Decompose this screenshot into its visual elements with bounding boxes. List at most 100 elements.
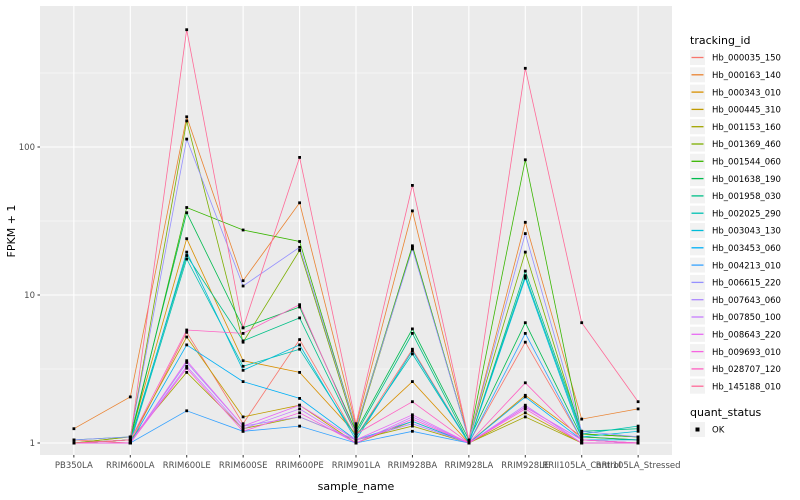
- data-point: [636, 400, 640, 404]
- data-point: [523, 381, 527, 385]
- legend-item-Hb_001544_060: Hb_001544_060: [690, 153, 781, 169]
- legend-item-label: Hb_000445_310: [712, 106, 781, 116]
- data-point: [411, 422, 414, 426]
- legend-title-quant-status: quant_status: [690, 406, 762, 419]
- data-point: [523, 405, 527, 409]
- legend-item-Hb_000035_150: Hb_000035_150: [690, 50, 781, 65]
- data-point: [298, 371, 301, 374]
- data-point: [72, 438, 76, 442]
- x-axis-title: sample_name: [318, 480, 395, 493]
- legend-item-label: Hb_008643_220: [712, 331, 781, 341]
- data-point: [241, 364, 245, 368]
- x-tick-label: RRIM928LA: [445, 461, 494, 471]
- data-point: [411, 415, 414, 419]
- x-tick-label: RRIM901LA: [332, 461, 381, 471]
- data-point: [298, 303, 301, 307]
- data-point: [523, 276, 527, 280]
- legend-item-label: Hb_000163_140: [712, 71, 781, 81]
- data-point: [185, 250, 189, 254]
- data-point: [298, 338, 301, 341]
- data-point: [636, 407, 640, 411]
- data-point: [185, 119, 189, 123]
- legend-item-label: OK: [712, 426, 725, 436]
- legend-item-Hb_007850_100: Hb_007850_100: [690, 309, 781, 325]
- data-point: [523, 66, 527, 70]
- y-tick-label: 100: [19, 143, 35, 153]
- legend-item-label: Hb_004213_010: [712, 261, 781, 271]
- legend-item-Hb_000163_140: Hb_000163_140: [690, 67, 781, 83]
- data-point: [241, 368, 245, 372]
- data-point: [523, 250, 527, 254]
- data-point: [354, 429, 358, 433]
- data-point: [241, 326, 245, 330]
- data-point: [185, 254, 189, 257]
- data-point: [128, 435, 132, 439]
- legend-item-quant-OK: OK: [690, 422, 725, 437]
- x-tick-label: RRIM600PE: [275, 461, 323, 471]
- data-point: [185, 330, 189, 334]
- data-point: [523, 415, 527, 419]
- data-point: [354, 435, 358, 439]
- data-point: [298, 397, 301, 400]
- data-point: [72, 427, 76, 431]
- data-point: [411, 352, 414, 356]
- data-point: [636, 438, 640, 442]
- data-point: [636, 429, 640, 433]
- data-point: [185, 257, 189, 261]
- data-point: [411, 245, 414, 249]
- data-point: [298, 240, 301, 243]
- legend-item-label: Hb_028707_120: [712, 365, 781, 375]
- data-point: [185, 366, 189, 370]
- data-point: [185, 409, 189, 413]
- data-point: [354, 441, 358, 445]
- data-point: [241, 380, 245, 383]
- data-point: [298, 201, 301, 205]
- data-point: [580, 321, 584, 325]
- data-point: [298, 305, 301, 309]
- x-tick-label: RRIM600SE: [219, 461, 268, 471]
- data-point: [523, 158, 527, 162]
- legend-title-tracking-id: tracking_id: [690, 34, 751, 47]
- legend-tracking-id: Hb_000035_150 Hb_000163_140 Hb_000343_010 H…: [690, 50, 781, 394]
- legend-item-label: Hb_006615_220: [712, 279, 781, 289]
- x-tick-label: RRIM600LE: [163, 461, 211, 471]
- data-point: [523, 332, 527, 335]
- data-point: [185, 115, 189, 119]
- data-point: [467, 438, 471, 442]
- data-point: [185, 28, 189, 32]
- x-tick-label: RRII105LA_Stressed: [596, 461, 681, 471]
- data-point: [241, 415, 245, 419]
- data-point: [241, 284, 245, 288]
- legend-item-label: Hb_003043_130: [712, 227, 781, 237]
- data-point: [636, 427, 640, 431]
- data-point: [580, 417, 584, 421]
- data-point: [241, 228, 245, 232]
- data-point: [185, 328, 189, 332]
- data-point: [241, 422, 245, 426]
- legend-quant-status: OK: [690, 422, 725, 437]
- legend-item-label: Hb_000035_150: [712, 54, 781, 64]
- data-point: [128, 441, 132, 445]
- data-point: [241, 339, 245, 343]
- legend-item-Hb_001153_160: Hb_001153_160: [690, 119, 781, 135]
- data-point: [523, 340, 527, 344]
- data-point: [241, 332, 245, 335]
- legend-item-Hb_028707_120: Hb_028707_120: [690, 361, 781, 377]
- legend-item-Hb_004213_010: Hb_004213_010: [690, 257, 781, 273]
- data-point: [411, 413, 414, 417]
- data-point: [411, 349, 414, 353]
- data-point: [241, 359, 245, 363]
- data-point: [411, 400, 414, 404]
- legend-item-label: Hb_007643_060: [712, 296, 781, 306]
- data-point: [523, 411, 527, 415]
- data-point: [580, 435, 584, 439]
- x-tick-label: RRIM928LE: [501, 461, 549, 471]
- data-point: [354, 438, 358, 442]
- data-point: [298, 407, 301, 411]
- legend-item-Hb_145188_010: Hb_145188_010: [690, 378, 781, 394]
- y-tick-label: 10: [24, 291, 35, 301]
- legend-item-Hb_003043_130: Hb_003043_130: [690, 223, 781, 238]
- y-axis-title: FPKM + 1: [5, 205, 18, 258]
- data-point: [523, 403, 527, 407]
